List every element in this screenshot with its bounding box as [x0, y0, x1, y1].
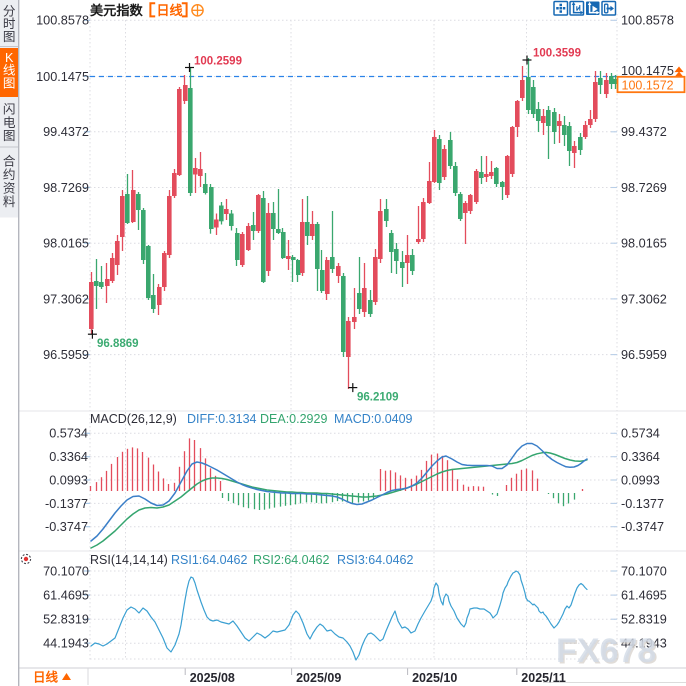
svg-text:61.4695: 61.4695: [621, 589, 667, 603]
svg-text:98.7269: 98.7269: [43, 181, 89, 195]
svg-text:44.1943: 44.1943: [621, 637, 667, 651]
svg-text:RSI2:64.0462: RSI2:64.0462: [253, 553, 329, 567]
svg-text:MACD:0.0409: MACD:0.0409: [334, 412, 413, 426]
svg-text:0.5734: 0.5734: [49, 427, 88, 441]
svg-text:100.1572: 100.1572: [622, 79, 674, 93]
svg-text:图: 图: [3, 76, 16, 90]
svg-text:2025/11: 2025/11: [521, 671, 566, 685]
svg-text:闪: 闪: [3, 103, 16, 117]
svg-text:70.1070: 70.1070: [43, 564, 89, 578]
svg-text:52.8319: 52.8319: [43, 613, 89, 627]
svg-text:日线: 日线: [33, 670, 59, 685]
svg-text:97.3062: 97.3062: [43, 292, 89, 306]
svg-text:约: 约: [3, 168, 16, 182]
svg-text:-0.1377: -0.1377: [45, 497, 88, 511]
svg-text:96.8869: 96.8869: [97, 338, 139, 350]
svg-text:96.2109: 96.2109: [357, 392, 399, 404]
svg-text:2025/09: 2025/09: [296, 671, 341, 685]
svg-text:合: 合: [3, 155, 16, 169]
svg-text:0.0993: 0.0993: [621, 473, 660, 487]
svg-text:FX678: FX678: [558, 634, 658, 672]
svg-text:-0.3747: -0.3747: [621, 520, 664, 534]
svg-text:RSI3:64.0462: RSI3:64.0462: [337, 553, 413, 567]
svg-text:98.7269: 98.7269: [621, 181, 667, 195]
svg-text:44.1943: 44.1943: [43, 637, 89, 651]
svg-text:100.8578: 100.8578: [621, 14, 674, 28]
svg-text:0.5734: 0.5734: [621, 427, 660, 441]
svg-text:料: 料: [3, 195, 16, 209]
svg-text:DEA:0.2929: DEA:0.2929: [260, 412, 327, 426]
svg-text:61.4695: 61.4695: [43, 589, 89, 603]
svg-text:分: 分: [3, 5, 16, 19]
svg-text:日线: 日线: [157, 3, 183, 18]
svg-text:70.1070: 70.1070: [621, 564, 667, 578]
svg-text:100.1475: 100.1475: [621, 64, 674, 78]
svg-text:K: K: [5, 51, 14, 65]
svg-text:0.0993: 0.0993: [49, 473, 88, 487]
svg-text:98.0165: 98.0165: [621, 237, 667, 251]
svg-text:-0.1377: -0.1377: [621, 497, 664, 511]
svg-text:98.0165: 98.0165: [43, 237, 89, 251]
svg-text:DIFF:0.3134: DIFF:0.3134: [187, 412, 257, 426]
svg-text:RSI1:64.0462: RSI1:64.0462: [171, 553, 247, 567]
svg-text:2025/08: 2025/08: [190, 671, 235, 685]
svg-text:图: 图: [3, 129, 16, 143]
svg-text:0.3364: 0.3364: [49, 450, 88, 464]
svg-text:96.5959: 96.5959: [621, 348, 667, 362]
svg-text:MACD(26,12,9): MACD(26,12,9): [90, 412, 177, 426]
svg-text:RSI(14,14,14): RSI(14,14,14): [90, 553, 168, 567]
svg-text:100.2599: 100.2599: [194, 56, 242, 68]
svg-text:100.1475: 100.1475: [36, 70, 89, 84]
svg-text:97.3062: 97.3062: [621, 292, 667, 306]
svg-text:电: 电: [3, 116, 16, 130]
svg-text:时: 时: [3, 17, 16, 31]
svg-text:0.3364: 0.3364: [621, 450, 660, 464]
svg-text:100.8578: 100.8578: [36, 14, 89, 28]
svg-text:-0.3747: -0.3747: [45, 520, 88, 534]
svg-text:图: 图: [3, 30, 16, 44]
svg-text:96.5959: 96.5959: [43, 348, 89, 362]
svg-text:99.4372: 99.4372: [43, 125, 89, 139]
svg-text:52.8319: 52.8319: [621, 613, 667, 627]
svg-text:美元指数: 美元指数: [90, 2, 144, 18]
svg-text:99.4372: 99.4372: [621, 125, 667, 139]
svg-text:线: 线: [3, 64, 16, 78]
svg-text:2025/10: 2025/10: [412, 671, 457, 685]
svg-text:100.3599: 100.3599: [533, 48, 581, 60]
svg-text:FX678: FX678: [556, 632, 656, 670]
svg-text:资: 资: [3, 182, 16, 196]
